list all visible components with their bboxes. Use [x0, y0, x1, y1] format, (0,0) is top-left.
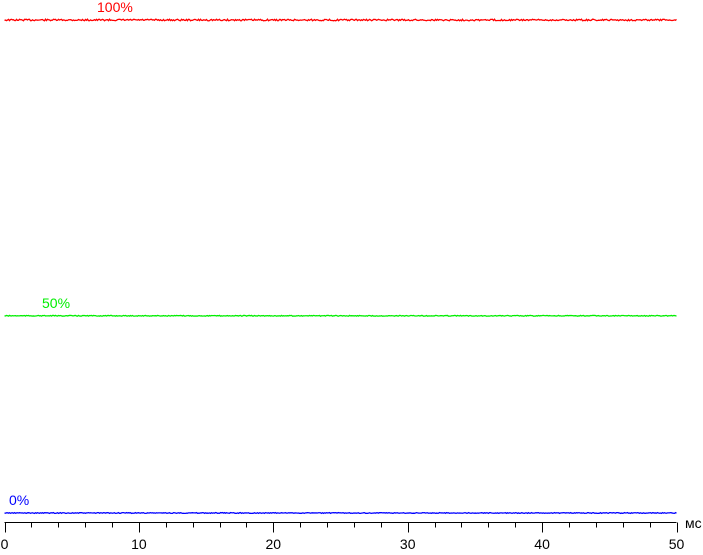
- series-label: 100%: [97, 0, 133, 15]
- x-tick-label: 20: [266, 536, 282, 550]
- series-line: [4, 314, 677, 317]
- x-axis: 0 10 20 30 40 50: [1, 522, 685, 552]
- x-tick-label: 30: [400, 536, 416, 550]
- series-line: [4, 18, 677, 22]
- x-tick-label: 0: [1, 536, 9, 550]
- series-line: [4, 511, 677, 515]
- x-axis-label: мс: [685, 515, 702, 531]
- series-label: 0%: [9, 492, 29, 508]
- x-tick-label: 50: [669, 536, 685, 550]
- series-label: 50%: [42, 295, 70, 311]
- x-tick-label: 10: [131, 536, 147, 550]
- x-tick-label: 40: [534, 536, 550, 550]
- series-layer: 100% 50% 0%: [4, 0, 677, 515]
